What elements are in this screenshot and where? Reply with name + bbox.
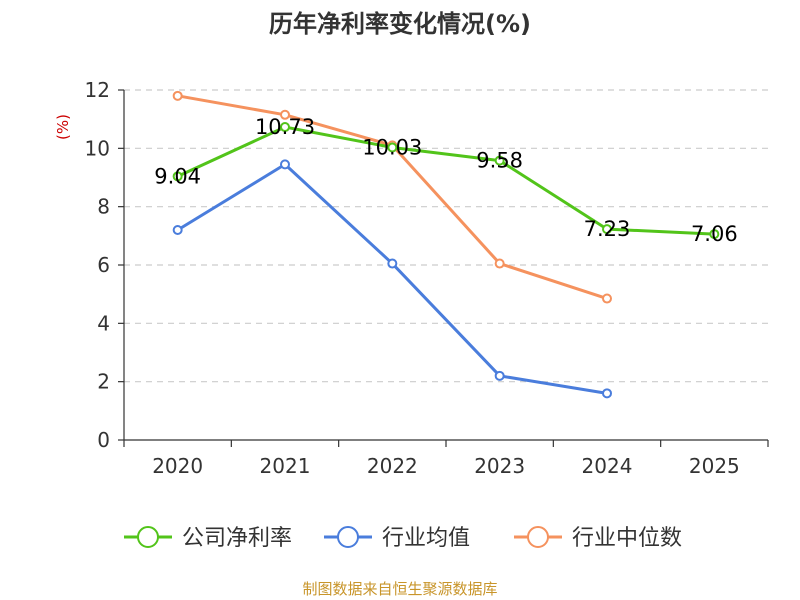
data-label-2020: 9.04 [154,164,201,188]
series-1 [172,159,612,399]
data-labels: 9.04 10.73 10.03 9.58 7.23 7.06 [154,115,737,246]
series-line-0 [177,125,715,236]
legend-marker-0 [137,526,159,548]
x-tick-label-2021: 2021 [260,454,311,478]
data-source-note: 制图数据来自恒生聚源数据库 [302,580,498,598]
legend-label-2: 行业中位数 [572,526,682,551]
legend-item-1: 行业均值 [324,526,470,551]
y-tick-label-6: 6 [97,253,110,277]
x-tick-label-2023: 2023 [474,454,525,478]
series-1-point-2024 [602,388,612,399]
x-tick-label-2020: 2020 [152,454,203,478]
x-tick-label-2025: 2025 [689,454,740,478]
x-tick-label-2024: 2024 [582,454,633,478]
legend-marker-2 [527,526,549,548]
series-0-point-2023 [494,155,505,166]
y-axis-label: (%) [54,114,72,140]
y-tick-label-8: 8 [97,195,110,219]
data-label-2025: 7.06 [691,222,738,246]
series-1-point-2020 [172,225,183,235]
y-tick-label-4: 4 [97,311,110,335]
axes: 0 2 4 6 8 10 12 2020 2021 2022 2023 2024 2025 [85,78,769,478]
data-label-2024: 7.23 [584,217,631,241]
series-1-point-2023 [494,370,505,381]
series-2-point-2024 [602,293,612,304]
legend-label-1: 行业均值 [382,526,470,551]
series-0-point-2024 [602,224,612,235]
data-label-2021: 10.73 [255,115,315,139]
y-tick-label-0: 0 [97,428,110,452]
series-2-point-2023 [494,258,505,269]
series-0-point-2022 [387,142,398,153]
series-0-point-2021 [280,122,290,133]
y-tick-label-2: 2 [97,370,110,394]
series-0 [172,122,720,240]
series-0-point-2025 [709,229,720,240]
legend-marker-1 [337,526,359,548]
data-label-2022: 10.03 [362,135,422,159]
series-0-point-2020 [172,171,183,182]
series-1-point-2022 [387,258,398,269]
legend-label-0: 公司净利率 [182,526,292,551]
legend-item-0: 公司净利率 [124,526,292,551]
series-1-point-2021 [280,159,290,170]
series-lines [172,90,720,399]
chart-title: 历年净利率变化情况(%) [269,10,531,38]
series-2 [172,90,612,304]
legend: 公司净利率 行业均值 行业中位数 [124,526,682,551]
y-tick-label-12: 12 [85,78,110,102]
y-tick-label-10: 10 [85,136,110,160]
series-2-point-2021 [280,109,290,120]
grid-lines [124,89,768,383]
series-2-point-2020 [172,90,183,101]
legend-item-2: 行业中位数 [514,526,682,551]
x-tick-label-2022: 2022 [367,454,418,478]
data-label-2023: 9.58 [476,149,523,173]
